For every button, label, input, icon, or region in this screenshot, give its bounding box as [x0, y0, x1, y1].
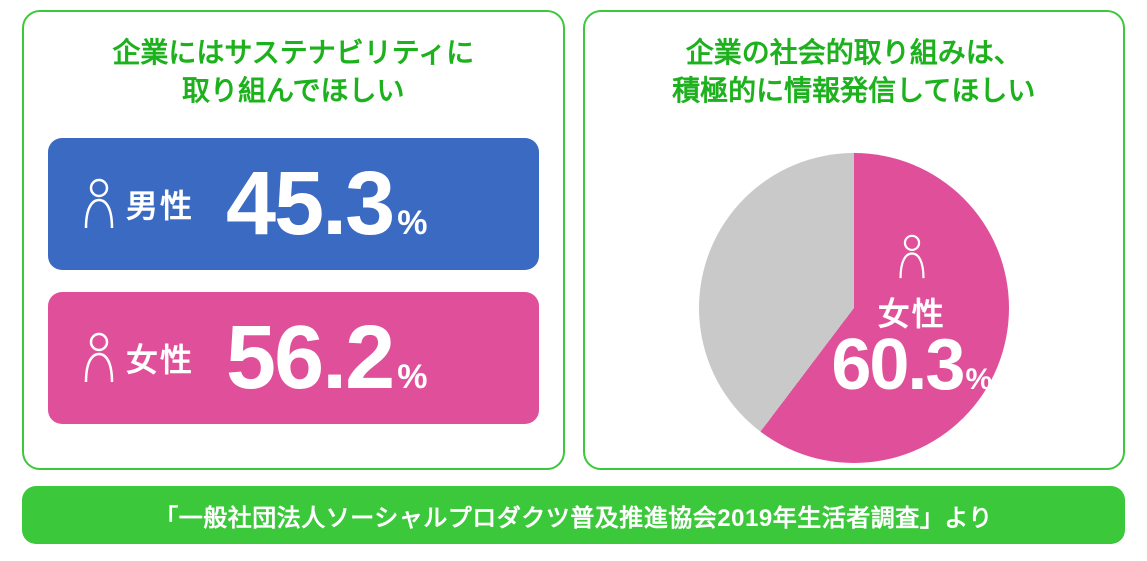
- source-footer: 「一般社団法人ソーシャルプロダクツ普及推進協会2019年生活者調査」より: [22, 486, 1125, 544]
- male-stat-row: 男性 45.3 %: [48, 138, 539, 270]
- person-icon: [76, 332, 122, 384]
- pie-chart-area: 女性 60.3 %: [609, 138, 1100, 478]
- female-value: 56.2: [226, 313, 393, 403]
- male-value: 45.3: [226, 159, 393, 249]
- panels-row: 企業にはサステナビリティに 取り組んでほしい 男性 45.3 %: [0, 0, 1147, 470]
- disclosure-panel: 企業の社会的取り組みは、 積極的に情報発信してほしい 女性 60.3 %: [583, 10, 1126, 470]
- pie-value-wrap: 60.3 %: [831, 329, 992, 401]
- male-label: 男性: [126, 181, 194, 227]
- sustainability-panel: 企業にはサステナビリティに 取り組んでほしい 男性 45.3 %: [22, 10, 565, 470]
- female-label: 女性: [126, 335, 194, 381]
- left-title-line1: 企業にはサステナビリティに: [112, 37, 474, 68]
- female-value-wrap: 56.2 %: [216, 313, 510, 403]
- person-icon: [889, 227, 935, 287]
- left-panel-title: 企業にはサステナビリティに 取り組んでほしい: [48, 34, 539, 110]
- person-icon: [76, 178, 122, 230]
- female-unit: %: [397, 358, 427, 397]
- right-title-line2: 積極的に情報発信してほしい: [672, 75, 1035, 106]
- pie-overlay: 女性 60.3 %: [757, 159, 1067, 469]
- right-title-line1: 企業の社会的取り組みは、: [686, 37, 1022, 68]
- female-stat-row: 女性 56.2 %: [48, 292, 539, 424]
- right-panel-title: 企業の社会的取り組みは、 積極的に情報発信してほしい: [609, 34, 1100, 110]
- male-unit: %: [397, 204, 427, 243]
- pie-chart: 女性 60.3 %: [699, 153, 1009, 463]
- footer-text: 「一般社団法人ソーシャルプロダクツ普及推進協会2019年生活者調査」より: [154, 498, 992, 533]
- pie-slice-value: 60.3: [831, 329, 963, 401]
- pie-slice-unit: %: [965, 363, 992, 397]
- male-value-wrap: 45.3 %: [216, 159, 510, 249]
- left-title-line2: 取り組んでほしい: [182, 75, 405, 106]
